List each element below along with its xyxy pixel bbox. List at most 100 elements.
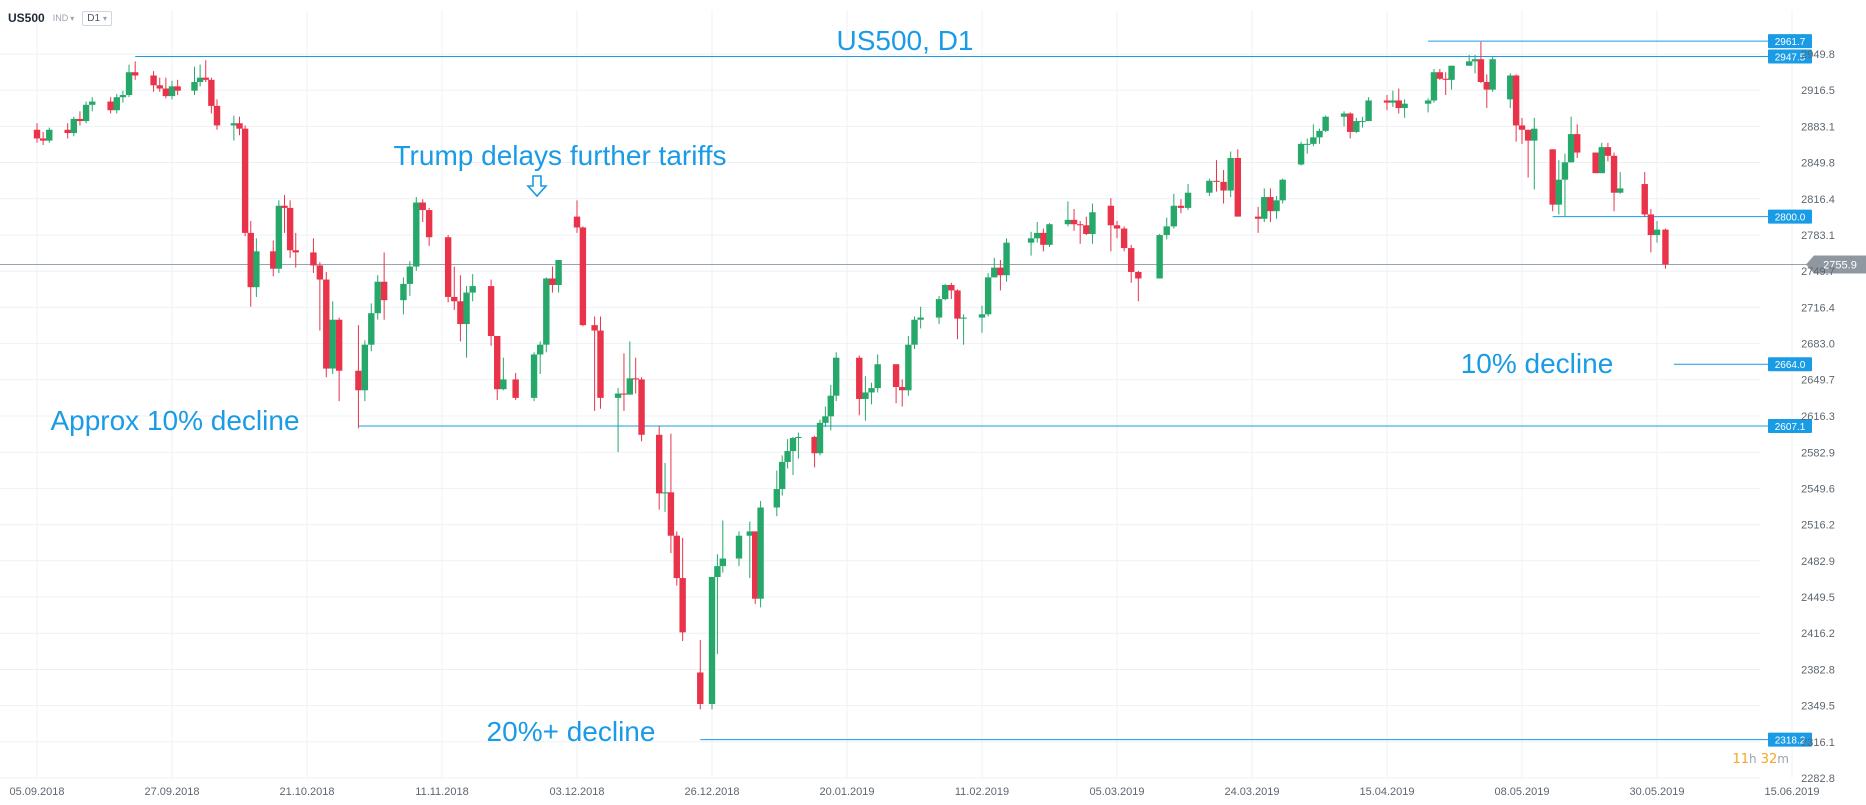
candle-body — [241, 128, 249, 233]
candle-body — [463, 292, 470, 325]
candle-body — [1340, 113, 1348, 117]
candle-body — [1448, 65, 1455, 80]
candle-body — [1234, 157, 1241, 217]
candle-body — [1389, 100, 1397, 103]
candle-body — [708, 576, 716, 704]
current-price-label: 2755.9 — [1823, 259, 1857, 271]
candle-body — [833, 357, 840, 396]
candle-body — [512, 379, 519, 398]
candle-body — [632, 378, 639, 380]
candle-body — [1353, 121, 1360, 132]
candle-body — [316, 265, 324, 280]
candle-body — [735, 535, 743, 559]
x-tick-label: 08.05.2019 — [1494, 786, 1549, 798]
candle-body — [789, 438, 797, 452]
candle-body — [368, 313, 375, 345]
candle-body — [46, 129, 53, 141]
annotation-10-decline: 10% decline — [1461, 348, 1614, 379]
instrument-type-label: IND — [52, 13, 69, 23]
candle-body — [70, 118, 78, 134]
candle-body — [1346, 113, 1354, 132]
candle-body — [230, 123, 238, 126]
candle-body — [494, 336, 501, 390]
candle-body — [1310, 137, 1317, 144]
candle-body — [125, 72, 133, 96]
timeframe-selector[interactable]: D1 ▾ — [82, 10, 113, 26]
annotation-tariffs: Trump delays further tariffs — [393, 140, 726, 171]
candle-body — [335, 319, 343, 371]
y-tick-label: 2783.1 — [1801, 230, 1835, 242]
candle-body — [555, 260, 562, 285]
candle-body — [714, 566, 721, 577]
candle-body — [667, 492, 675, 536]
candle-body — [573, 216, 581, 228]
x-tick-label: 20.01.2019 — [819, 786, 874, 798]
x-tick-label: 26.12.2018 — [684, 786, 739, 798]
candle-body — [655, 434, 663, 494]
chart-toolbar: US500 IND ▾ D1 ▾ — [8, 8, 113, 28]
candle-body — [1184, 192, 1192, 208]
candle-body — [64, 129, 71, 134]
candle-body — [174, 86, 181, 91]
level-badge — [1768, 732, 1812, 747]
candles — [33, 41, 1669, 710]
candle-body — [1518, 125, 1526, 130]
candle-body — [253, 251, 260, 288]
grid-lines — [0, 10, 1793, 779]
candle-body — [874, 364, 881, 389]
candle-body — [213, 105, 221, 126]
candle-body — [1395, 100, 1402, 109]
candle-body — [679, 578, 686, 633]
x-tick-label: 05.03.2019 — [1089, 786, 1144, 798]
candle-body — [323, 279, 330, 369]
y-tick-label: 2416.2 — [1801, 628, 1835, 640]
candle-body — [597, 330, 604, 398]
candle-body — [1003, 242, 1010, 276]
candle-body — [1120, 228, 1128, 249]
candle-body — [419, 202, 426, 211]
level-label: 2607.1 — [1775, 422, 1806, 433]
candle-body — [1592, 152, 1599, 174]
candle-body — [1359, 121, 1366, 123]
candle-body — [329, 319, 336, 369]
candle-body — [673, 535, 680, 579]
candle-body — [33, 129, 41, 139]
candle-body — [1279, 179, 1286, 201]
candle-body — [1483, 82, 1490, 90]
candle-body — [1304, 143, 1311, 145]
candle-body — [425, 210, 433, 238]
y-tick-label: 2316.1 — [1801, 737, 1835, 749]
y-tick-label: 2916.5 — [1801, 85, 1835, 97]
candle-body — [451, 296, 458, 302]
candle-body — [1477, 59, 1485, 83]
y-tick-label: 2683.0 — [1801, 339, 1835, 351]
candle-body — [536, 344, 544, 355]
candle-body — [1206, 180, 1213, 193]
candle-body — [773, 489, 780, 508]
countdown-minutes: 32 — [1760, 752, 1778, 767]
candle-body — [89, 101, 96, 105]
candle-body — [191, 82, 198, 91]
candle-body — [984, 277, 992, 315]
candle-body — [626, 378, 634, 395]
y-tick-label: 2549.6 — [1801, 483, 1835, 495]
candle-body — [1662, 229, 1669, 265]
candle-body — [899, 387, 906, 391]
candle-body — [413, 202, 420, 267]
timeframe-label: D1 — [87, 12, 101, 24]
candle-body — [76, 118, 84, 122]
symbol-label[interactable]: US500 — [8, 11, 45, 25]
level-label: 2318.2 — [1775, 736, 1806, 747]
x-tick-label: 30.05.2019 — [1629, 786, 1684, 798]
x-tick-label: 27.09.2018 — [144, 786, 199, 798]
candle-body — [361, 344, 369, 391]
candle-body — [1616, 188, 1624, 193]
candle-body — [719, 558, 726, 567]
y-tick-label: 2349.5 — [1801, 701, 1835, 713]
instrument-type-selector[interactable]: IND ▾ — [53, 13, 75, 23]
y-tick-label: 2883.1 — [1801, 121, 1835, 133]
candle-body — [549, 278, 556, 285]
candle-body — [1465, 61, 1473, 66]
candle-body — [380, 281, 388, 301]
